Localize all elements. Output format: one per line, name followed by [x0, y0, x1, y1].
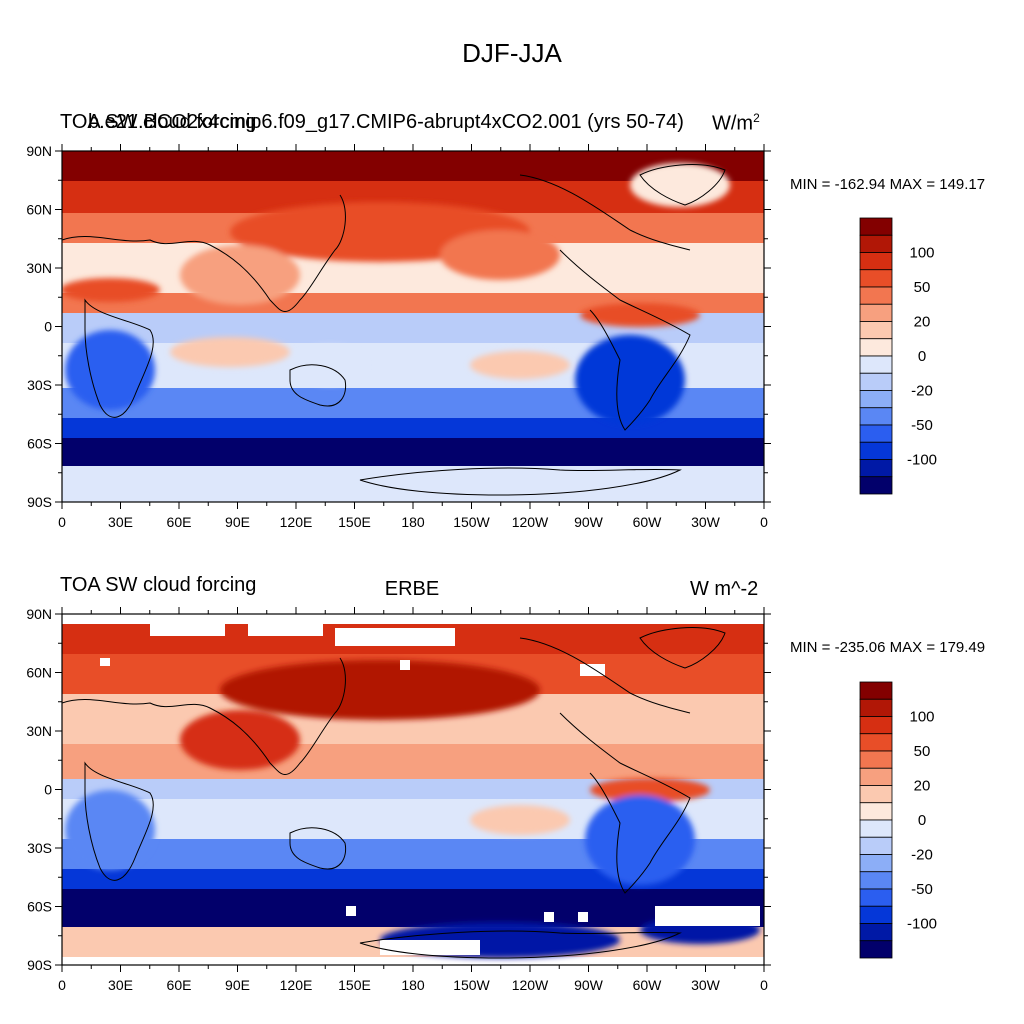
panel2-colorbar-box: [859, 836, 893, 855]
panel1-x-tick-label: 30E: [108, 514, 133, 530]
panel1-colorbar-label: -20: [911, 383, 933, 400]
panel1-x-tick-label: 150W: [453, 514, 490, 530]
panel1-y-tick-label: 90S: [27, 494, 52, 510]
panel2-minmax: MIN = -235.06 MAX = 179.49: [790, 639, 986, 656]
panel2-x-tick-label: 150W: [453, 977, 490, 993]
panel2-colorbar-box: [859, 888, 893, 907]
panel1-x-tick-label: 180: [401, 514, 425, 530]
panel1-x-tick-label: 90W: [574, 514, 604, 530]
panel2-colorbar: 100 50 20 0 -20 -50 -100: [859, 681, 937, 959]
panel1-units: W/m2: [712, 111, 760, 135]
panel1-x-tick-label: 60W: [633, 514, 663, 530]
panel1-minmax: MIN = -162.94 MAX = 149.17: [790, 176, 986, 193]
panel2-colorbar-box: [859, 854, 893, 873]
panel2-units: W m^-2: [690, 578, 759, 600]
panel2-colorbar-box: [859, 940, 893, 959]
panel1-x-tick-label: 0: [58, 514, 66, 530]
panel2-y-tick-label: 90S: [27, 957, 52, 973]
panel2-field: [62, 614, 764, 965]
panel2-colorbar-box: [859, 819, 893, 838]
panel2-x-tick-label: 120W: [512, 977, 549, 993]
panel1-y-tick-label: 30S: [27, 377, 52, 393]
panel2-colorbar-box: [859, 750, 893, 769]
panel2-colorbar-box: [859, 923, 893, 942]
panel1-x-tick-label: 150E: [338, 514, 371, 530]
panel2-colorbar-box: [859, 785, 893, 804]
panel1-x-tick-label: 120W: [512, 514, 549, 530]
panel2-colorbar-label: 20: [914, 778, 931, 795]
panel1-y-tick-label: 90N: [26, 143, 52, 159]
panel2-x-tick-label: 0: [58, 977, 66, 993]
panel1-variable-title: TOA SW cloud forcing: [60, 111, 257, 133]
panel2-y-tick-label: 60S: [27, 899, 52, 915]
panel2-x-tick-label: 120E: [280, 977, 313, 993]
panel2-y-tick-label: 30S: [27, 840, 52, 856]
panel1-colorbar-label: 100: [909, 245, 934, 262]
panel2-x-tick-label: 90E: [225, 977, 250, 993]
panel2-x-tick-label: 180: [401, 977, 425, 993]
panel1-colorbar-label: -100: [907, 452, 937, 469]
panel1-y-tick-label: 60S: [27, 436, 52, 452]
panel2-colorbar-box: [859, 802, 893, 821]
panel1-case-title: b.e21.BCO2x4cmip6.f09_g17.CMIP6-abrupt4x…: [88, 111, 684, 133]
panel2-colorbar-box: [859, 733, 893, 752]
panel2-colorbar-label: 100: [909, 709, 934, 726]
panel2-x-tick-label: 90W: [574, 977, 604, 993]
panel1-colorbar: 100 50 20 0 -20 -50 -100: [859, 217, 937, 495]
panel2-colorbar-box: [859, 681, 893, 700]
panel1-y-tick-label: 60N: [26, 202, 52, 218]
panel2-colorbar-box: [859, 767, 893, 786]
panel2-colorbar-label: -100: [907, 916, 937, 933]
panel1-x-tick-label: 90E: [225, 514, 250, 530]
panel2-colorbar-label: 0: [918, 812, 926, 829]
panel2-variable-title: TOA SW cloud forcing: [60, 574, 257, 596]
panel2-y-tick-label: 0: [44, 782, 52, 798]
panel2-dataset-title: ERBE: [384, 578, 440, 600]
panel2-colorbar-box: [859, 871, 893, 890]
main-title: DJF-JJA: [462, 38, 562, 68]
panel1-colorbar-box: [859, 476, 893, 495]
panel1-x-tick-label: 0: [760, 514, 768, 530]
panel1-x-tick-label: 30W: [691, 514, 721, 530]
panel2-x-tick-label: 30E: [108, 977, 133, 993]
panel2-x-tick-label: 60E: [167, 977, 192, 993]
panel1-coastlines: [62, 164, 726, 496]
panel2-x-tick-label: 60W: [633, 977, 663, 993]
panel2-x-tick-label: 150E: [338, 977, 371, 993]
panel1-x-tick-label: 120E: [280, 514, 313, 530]
panel2-colorbar-box: [859, 716, 893, 735]
panel1-colorbar-label: 0: [918, 348, 926, 365]
panel1-y-tick-label: 30N: [26, 260, 52, 276]
panel2-colorbar-box: [859, 698, 893, 717]
panel1-field: [62, 151, 764, 502]
panel2-y-tick-label: 90N: [26, 606, 52, 622]
panel2-x-tick-label: 30W: [691, 977, 721, 993]
panel2-colorbar-label: 50: [914, 743, 931, 760]
panel1-x-tick-label: 60E: [167, 514, 192, 530]
panel2-x-tick-label: 0: [760, 977, 768, 993]
panel2-colorbar-label: -50: [911, 881, 933, 898]
panel2-coastlines: [62, 627, 726, 959]
panel2-colorbar-box: [859, 905, 893, 924]
panel2-y-tick-label: 60N: [26, 665, 52, 681]
panel1-colorbar-label: 50: [914, 279, 931, 296]
panel1-colorbar-label: 20: [914, 314, 931, 331]
panel2-colorbar-label: -20: [911, 847, 933, 864]
panel1-colorbar-label: -50: [911, 417, 933, 434]
panel1-y-tick-label: 0: [44, 319, 52, 335]
panel2-y-tick-label: 30N: [26, 723, 52, 739]
